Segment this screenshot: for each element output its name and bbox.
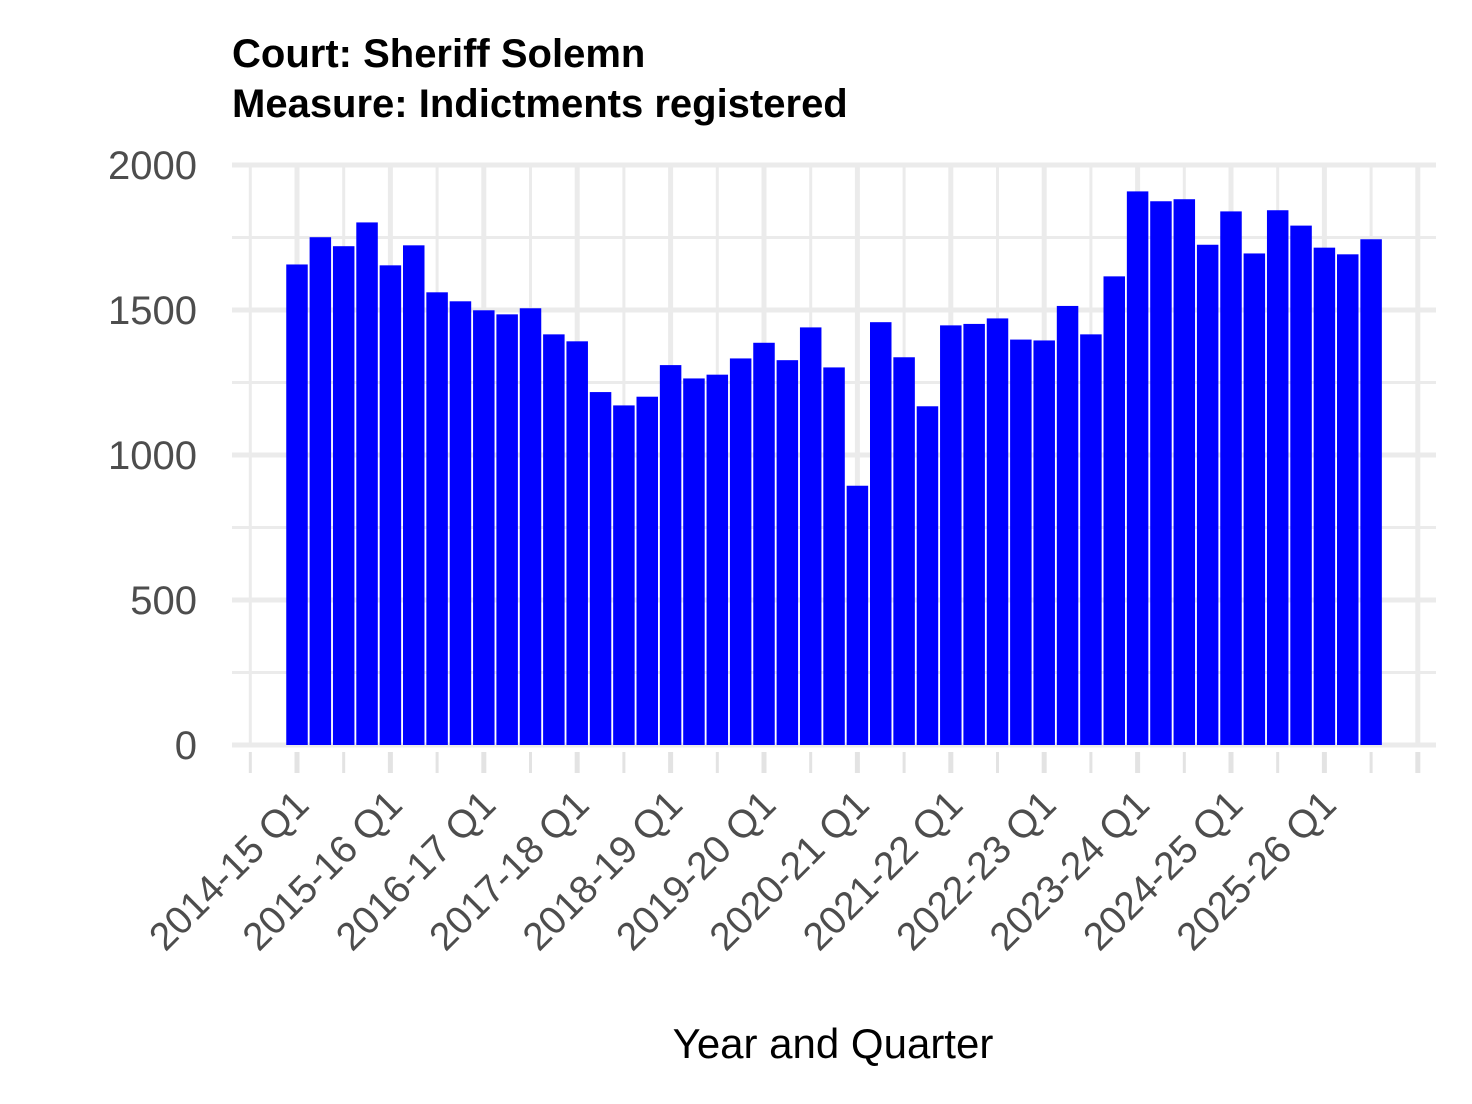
bar (1056, 305, 1079, 745)
bar (776, 360, 799, 745)
y-tick-label: 2000 (108, 144, 197, 188)
y-tick-label: 0 (175, 724, 197, 768)
bar (659, 365, 682, 745)
bar (1313, 247, 1336, 745)
bar (799, 327, 822, 745)
bar (1173, 199, 1196, 746)
bar (286, 264, 308, 745)
bar (823, 367, 845, 745)
bars (286, 191, 1382, 746)
bar (706, 374, 729, 745)
bar (449, 301, 472, 745)
bar (1360, 239, 1382, 746)
bar (473, 310, 495, 745)
bar (543, 334, 565, 745)
bar (356, 222, 378, 746)
bar (1220, 211, 1242, 745)
y-tick-label: 500 (130, 579, 197, 623)
bar (1150, 201, 1172, 745)
bar (379, 265, 402, 745)
bar (986, 318, 1009, 745)
chart-title-line-2: Measure: Indictments registered (232, 82, 848, 126)
bar (636, 396, 658, 745)
bar (1033, 340, 1055, 745)
bar (426, 292, 448, 745)
bar (496, 314, 518, 745)
bar (1010, 339, 1032, 745)
x-axis-label: Year and Quarter (673, 1020, 994, 1067)
bar (729, 358, 752, 745)
bar (893, 357, 915, 745)
bar (589, 392, 612, 745)
bar (566, 341, 588, 745)
bar (613, 405, 635, 745)
bar (519, 308, 542, 745)
bar (753, 342, 775, 745)
bar (309, 237, 332, 745)
y-tick-label: 1000 (108, 434, 197, 478)
chart-title-line-1: Court: Sheriff Solemn (232, 32, 645, 76)
bar (1290, 225, 1312, 746)
bar (870, 322, 892, 745)
bar (1080, 334, 1102, 745)
y-tick-label: 1500 (108, 289, 197, 333)
bar (332, 246, 355, 745)
bar (846, 485, 869, 745)
bar (916, 406, 939, 745)
bar (1103, 276, 1125, 745)
bar (1266, 210, 1289, 746)
bar (1243, 253, 1266, 745)
bar (1196, 244, 1219, 745)
bar (940, 325, 962, 745)
bar (403, 245, 425, 745)
bar (1126, 191, 1149, 745)
bar (963, 323, 985, 745)
bar (683, 378, 705, 745)
bar (1337, 254, 1359, 745)
